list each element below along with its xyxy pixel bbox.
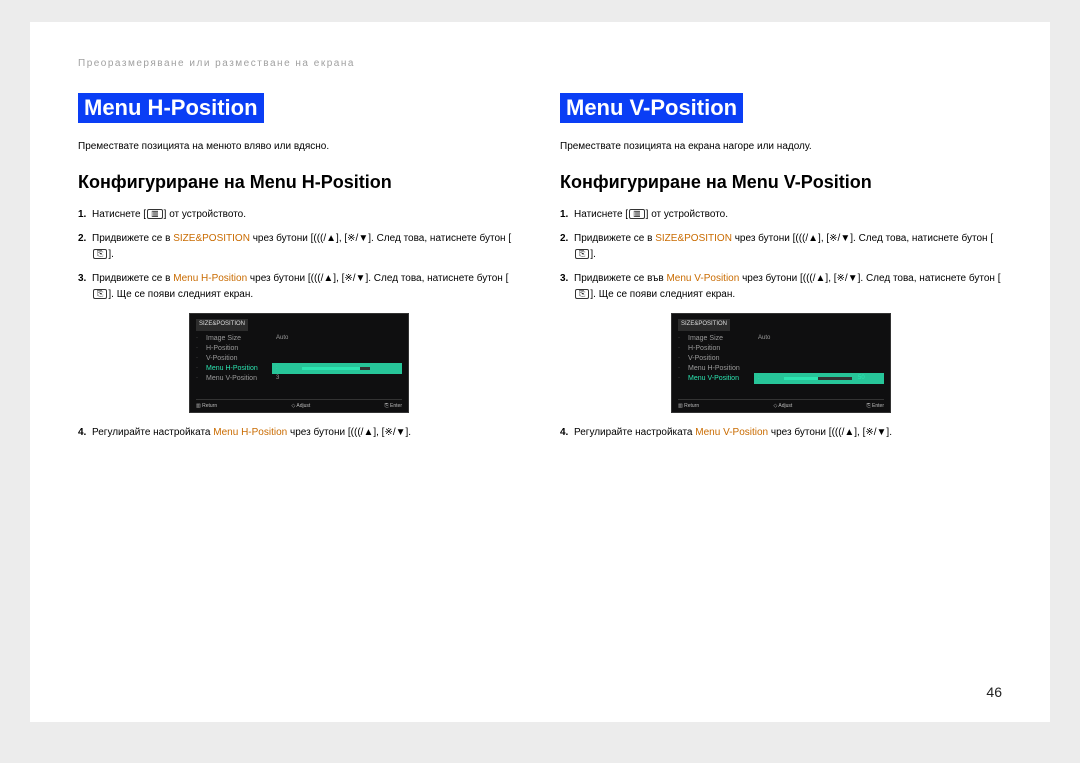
step-item: 2.Придвижете се в SIZE&POSITION чрез бут…	[560, 231, 1002, 263]
step-item: 4.Регулирайте настройката Menu H-Positio…	[78, 425, 520, 441]
menu-icon: ▥	[147, 209, 163, 219]
step-list: 1.Натиснете [▥] от устройството. 2.Придви…	[78, 207, 520, 441]
left-column: Menu H-Position Премествате позицията на…	[78, 93, 520, 449]
osd-screenshot: SIZE&POSITION ·Image SizeAuto ·H-Positio…	[189, 313, 409, 413]
nav-buttons: (((/▲], [※/▼	[803, 273, 858, 284]
section-subtitle: Конфигуриране на Menu V-Position	[560, 172, 1002, 193]
menu-reference: Menu H-Position	[213, 427, 287, 438]
osd-row: ·Menu V-Position:50	[678, 374, 884, 384]
nav-buttons: (((/▲], [※/▼	[351, 427, 406, 438]
osd-row: ·Menu V-Position3	[196, 374, 402, 384]
step-item: 3.Придвижете се в Menu H-Position чрез б…	[78, 271, 520, 303]
osd-footer: ▥ Return ◇ Adjust ⎘ Enter	[678, 399, 884, 410]
osd-enter: ⎘ Enter	[867, 402, 884, 410]
enter-icon: ⎘	[93, 249, 107, 259]
osd-screenshot: SIZE&POSITION ·Image SizeAuto ·H-Positio…	[671, 313, 891, 413]
right-column: Menu V-Position Премествате позицията на…	[560, 93, 1002, 449]
page-number: 46	[986, 684, 1002, 700]
section-intro: Премествате позицията на екрана нагоре и…	[560, 141, 1002, 152]
menu-reference: Menu V-Position	[666, 273, 739, 284]
nav-buttons: (((/▲], [※/▼	[313, 233, 368, 244]
osd-footer: ▥ Return ◇ Adjust ⎘ Enter	[196, 399, 402, 410]
osd-adjust: ◇ Adjust	[773, 402, 792, 410]
nav-buttons: (((/▲], [※/▼	[311, 273, 366, 284]
osd-header: SIZE&POSITION	[678, 319, 730, 331]
menu-reference: SIZE&POSITION	[655, 233, 732, 244]
menu-reference: Menu V-Position	[695, 427, 768, 438]
step-item: 3.Придвижете се във Menu V-Position чрез…	[560, 271, 1002, 303]
step-list: 1.Натиснете [▥] от устройството. 2.Придви…	[560, 207, 1002, 441]
step-item: 4.Регулирайте настройката Menu V-Positio…	[560, 425, 1002, 441]
osd-header: SIZE&POSITION	[196, 319, 248, 331]
osd-return: ▥ Return	[196, 402, 217, 410]
breadcrumb: Преоразмеряване или разместване на екран…	[78, 58, 1002, 69]
enter-icon: ⎘	[575, 249, 589, 259]
menu-reference: Menu H-Position	[173, 273, 247, 284]
section-title: Menu H-Position	[78, 93, 264, 123]
section-title: Menu V-Position	[560, 93, 743, 123]
osd-adjust: ◇ Adjust	[291, 402, 310, 410]
step-item: 1.Натиснете [▥] от устройството.	[78, 207, 520, 223]
nav-buttons: (((/▲], [※/▼	[795, 233, 850, 244]
columns: Menu H-Position Премествате позицията на…	[78, 93, 1002, 449]
enter-icon: ⎘	[575, 289, 589, 299]
step-item: 2.Придвижете се в SIZE&POSITION чрез бут…	[78, 231, 520, 263]
step-item: 1.Натиснете [▥] от устройството.	[560, 207, 1002, 223]
section-intro: Премествате позицията на менюто вляво ил…	[78, 141, 520, 152]
osd-return: ▥ Return	[678, 402, 699, 410]
osd-enter: ⎘ Enter	[385, 402, 402, 410]
section-subtitle: Конфигуриране на Menu H-Position	[78, 172, 520, 193]
page: Преоразмеряване или разместване на екран…	[30, 22, 1050, 722]
enter-icon: ⎘	[93, 289, 107, 299]
menu-icon: ▥	[629, 209, 645, 219]
nav-buttons: (((/▲], [※/▼	[832, 427, 887, 438]
menu-reference: SIZE&POSITION	[173, 233, 250, 244]
